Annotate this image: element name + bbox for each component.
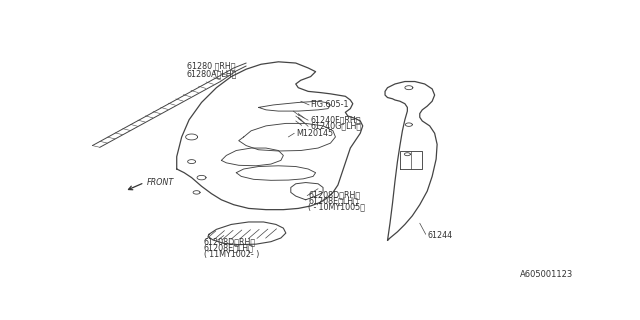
Text: 61208E〈LH〉: 61208E〈LH〉 [204,243,254,252]
Text: 61280 〈RH〉: 61280 〈RH〉 [187,61,235,70]
Text: A605001123: A605001123 [520,270,573,279]
Text: M120145: M120145 [296,129,333,138]
Text: ('11MY1002- ): ('11MY1002- ) [204,250,259,259]
Text: ( -'10MY1005〉: ( -'10MY1005〉 [308,203,365,212]
Text: 61244: 61244 [428,231,452,240]
Text: 61240F〈RH〉: 61240F〈RH〉 [310,115,361,124]
Text: 61208E〈LH〉: 61208E〈LH〉 [308,196,358,205]
Text: 61208D〈RH〉: 61208D〈RH〉 [204,237,256,246]
Text: 61240G〈LH〉: 61240G〈LH〉 [310,121,362,130]
Text: FIG.605-1: FIG.605-1 [310,100,349,109]
Text: FRONT: FRONT [147,178,174,187]
Text: 61280A〈LH〉: 61280A〈LH〉 [187,70,237,79]
Text: 61208D〈RH〉: 61208D〈RH〉 [308,190,360,199]
